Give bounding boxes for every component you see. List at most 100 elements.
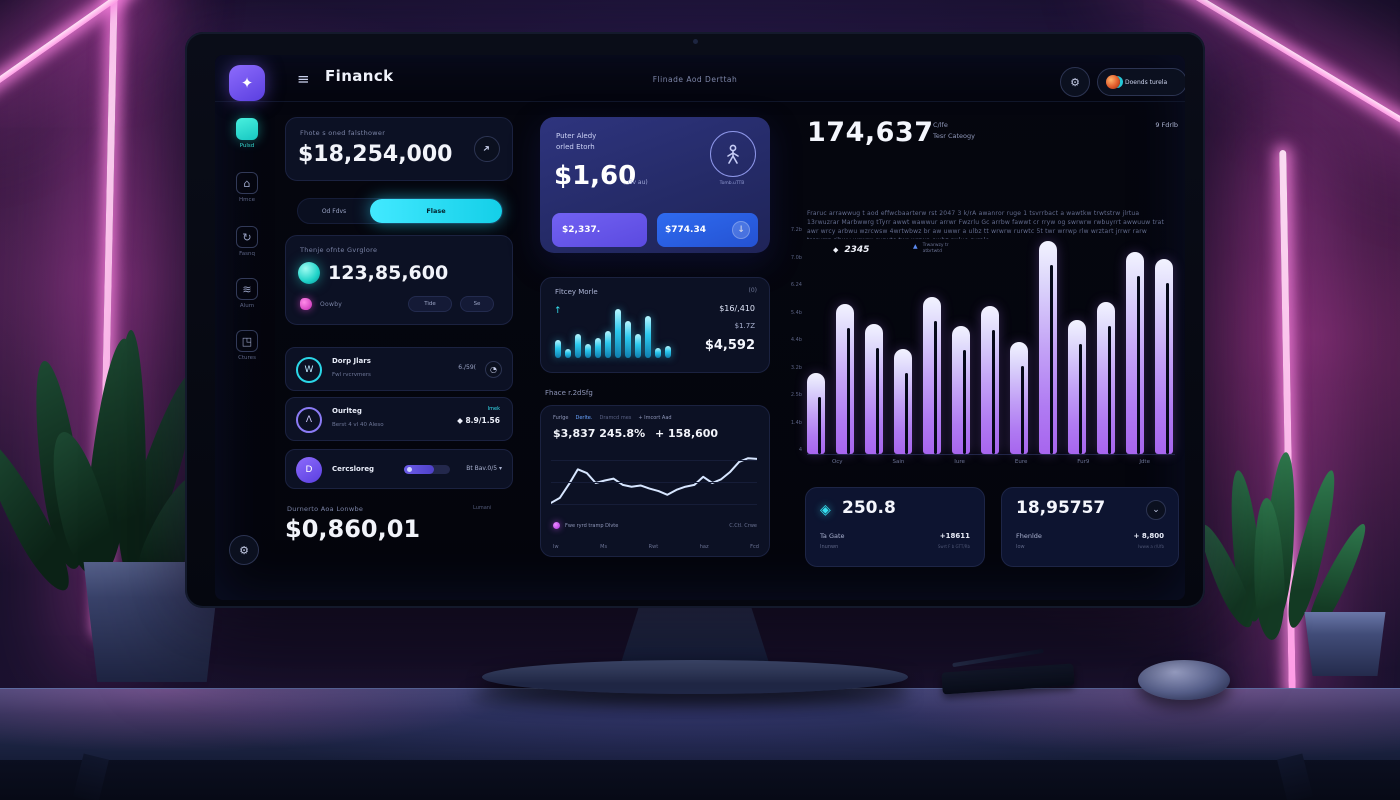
chevron-down-icon: ⌄ [1152,505,1160,515]
legend-value: 2345 [844,245,870,255]
sidebar-bottom-button[interactable]: ⚙ [229,535,259,565]
list-item[interactable]: W Dorp Jlars Fwl rvcrvmers 6./59( ◔ [285,347,513,391]
stat-delta-sub: Iwww a r/Ufb [1138,544,1164,549]
toggle-off-option[interactable]: Od Fdvs [321,207,347,215]
list-item[interactable]: Λ Ourlteg Berst 4 vl 40 Aleso Imek ◆ 8.9… [285,397,513,441]
stats-value-3: $4,592 [704,338,755,353]
se-button[interactable]: Se [460,296,494,312]
flow-value: $3,837 245.8% + 158,600 [553,427,718,440]
tab-derlte[interactable]: Derlte. [575,415,593,421]
settings-button[interactable]: ⚙ [1060,67,1090,97]
bar [1039,241,1057,454]
x-tick-label: Iure [954,459,965,465]
menu-icon[interactable]: ≡ [297,70,310,88]
up-arrow-icon: ↑ [554,306,562,316]
clock-button[interactable]: ◔ [485,361,502,378]
total-value: $0,860,01 [285,515,421,543]
amount-button-primary[interactable]: $2,337. [552,213,647,247]
mini-bar [655,347,661,358]
flow-legend: Fwe ryrd tramp Dlvte [553,522,618,529]
holdings-card: Thenje ofnte Gvrglore 123,85,600 Oowby T… [285,235,513,325]
tide-button[interactable]: Tide [408,296,452,312]
x-tick-label: Fcd [750,544,759,550]
mouse [1138,660,1230,700]
headline-link[interactable]: 9 Fdrlb [1155,121,1178,129]
main-bar-plot [807,230,1175,455]
gem-icon: ◈ [820,502,831,518]
headline-value: 174,637 [807,117,934,148]
stats-card: Fltcey Morle (0) ↑ $16/,410 $1.7Z $4,592 [540,277,770,373]
mini-bar [565,348,571,358]
stat-delta-sub: Swrt F b GTT/Rb [937,544,970,549]
list-item-value: ◆ 8.9/1.56 [457,416,500,425]
d-token-icon: D [296,457,322,483]
gear-icon: ⚙ [239,543,249,557]
tab-dramcd[interactable]: Dramcd mes [599,415,632,421]
stat-sublabel: Inunwn [820,544,839,550]
flow-value-delta: + 158,600 [654,427,719,440]
profile-button[interactable]: Doends turela [1097,68,1185,96]
period-toggle[interactable]: Od Fdvs Flase [297,198,503,224]
flow-section-title: Fhace r.2dSfg [545,389,593,397]
app-logo[interactable]: ✦ [229,65,265,101]
stat-card-fhenlde: 18,95757 ⌄ Fhenlde Iow + 8,800 Iwww a r/… [1001,487,1179,567]
pen [952,648,1044,668]
balance-arrow-button[interactable]: ➜ [468,130,506,168]
flow-xlabels: Iw Ms Rwt haz Fcd [553,544,759,550]
holdings-label: Thenje ofnte Gvrglore [300,246,378,254]
avatar [1106,75,1120,89]
y-tick-label: 4 [798,447,802,453]
sidebar-item-fasnq[interactable]: ↻ Fasnq [223,226,271,257]
flow-tabs: Furlge Derlte. Dramcd mes + Imcort Aad [553,415,672,421]
bar [952,326,970,454]
bar [1126,252,1144,454]
list-item-subtitle: Berst 4 vl 40 Aleso [332,422,384,428]
allocation-toggle[interactable] [404,465,450,474]
y-tick-label: 3.2b [790,364,802,371]
list-item-title: Dorp Jlars [332,357,371,365]
page-subtitle: Flinade Aod Derttah [652,75,738,84]
toggle-on-option[interactable]: Flase [370,199,502,223]
stat-card-rate: ◈ 250.8 Ta Gate Inunwn +18611 Swrt F b G… [805,487,985,567]
stats-corner-icon[interactable]: (0) [748,287,758,294]
dashboard-screen: ≡ Financk Flinade Aod Derttah ⚙ Doends t… [215,55,1185,600]
monitor-stand-base [482,660,908,694]
diamond-icon: ◆ [833,246,839,254]
list-item-title: Cercsloreg [332,465,375,473]
sidebar-item-pulsd[interactable]: Pulsd [223,118,271,149]
mini-bar [585,344,591,358]
main-bar-ylabels: 7.2b 7.0b 6.24 5.4b 4.4b 3.2b 2.5b 1.4b 4 [787,227,805,453]
chevron-down-button[interactable]: ⌄ [1146,500,1166,520]
clock-icon: ◔ [490,365,497,374]
coin-icon [298,262,320,284]
x-tick-label: Sain [892,459,905,465]
bar [1010,342,1028,454]
mini-bar [575,334,581,358]
waves-icon: ≋ [236,278,258,300]
banks-dropdown[interactable]: Bt Bav.0/5 ▾ [466,465,502,472]
sidebar-item-alum[interactable]: ≋ Alum [223,278,271,309]
holdings-value: 123,85,600 [328,262,449,284]
legend-line-1: Trwarwzy tr [922,243,949,248]
app-title: Financk [325,67,394,85]
amount-button-secondary[interactable]: $774.34 ↓ [657,213,758,247]
x-tick-label: Ocy [831,459,843,465]
x-tick-label: Fur9 [1077,459,1090,465]
stat-delta: + 8,800 [1133,532,1164,540]
chart-legend-2: ▲ Trwarwzy tr atbrtwtd [913,243,949,255]
sidebar-item-ctures[interactable]: ◳ Ctures [223,330,271,361]
tab-furlge[interactable]: Furlge [553,415,569,421]
tab-imcort[interactable]: + Imcort Aad [638,415,672,421]
flow-value-main: $3,837 245.8% [553,427,646,440]
y-tick-label: 5.4b [790,309,802,316]
balance-card: Fhote s oned falsthower $18,254,000 ➜ [285,117,513,181]
gallery-icon: ◳ [236,330,258,352]
home-icon: ⌂ [236,172,258,194]
y-tick-label: 1.4b [790,419,802,426]
folder-icon [236,118,258,140]
list-item[interactable]: D Cercsloreg Bt Bav.0/5 ▾ [285,449,513,489]
token-icon [300,298,312,310]
sidebar-item-hmce[interactable]: ⌂ Hmce [223,172,271,203]
monitor: ≡ Financk Flinade Aod Derttah ⚙ Doends t… [185,32,1205,608]
triangle-icon: ▲ [913,243,918,250]
